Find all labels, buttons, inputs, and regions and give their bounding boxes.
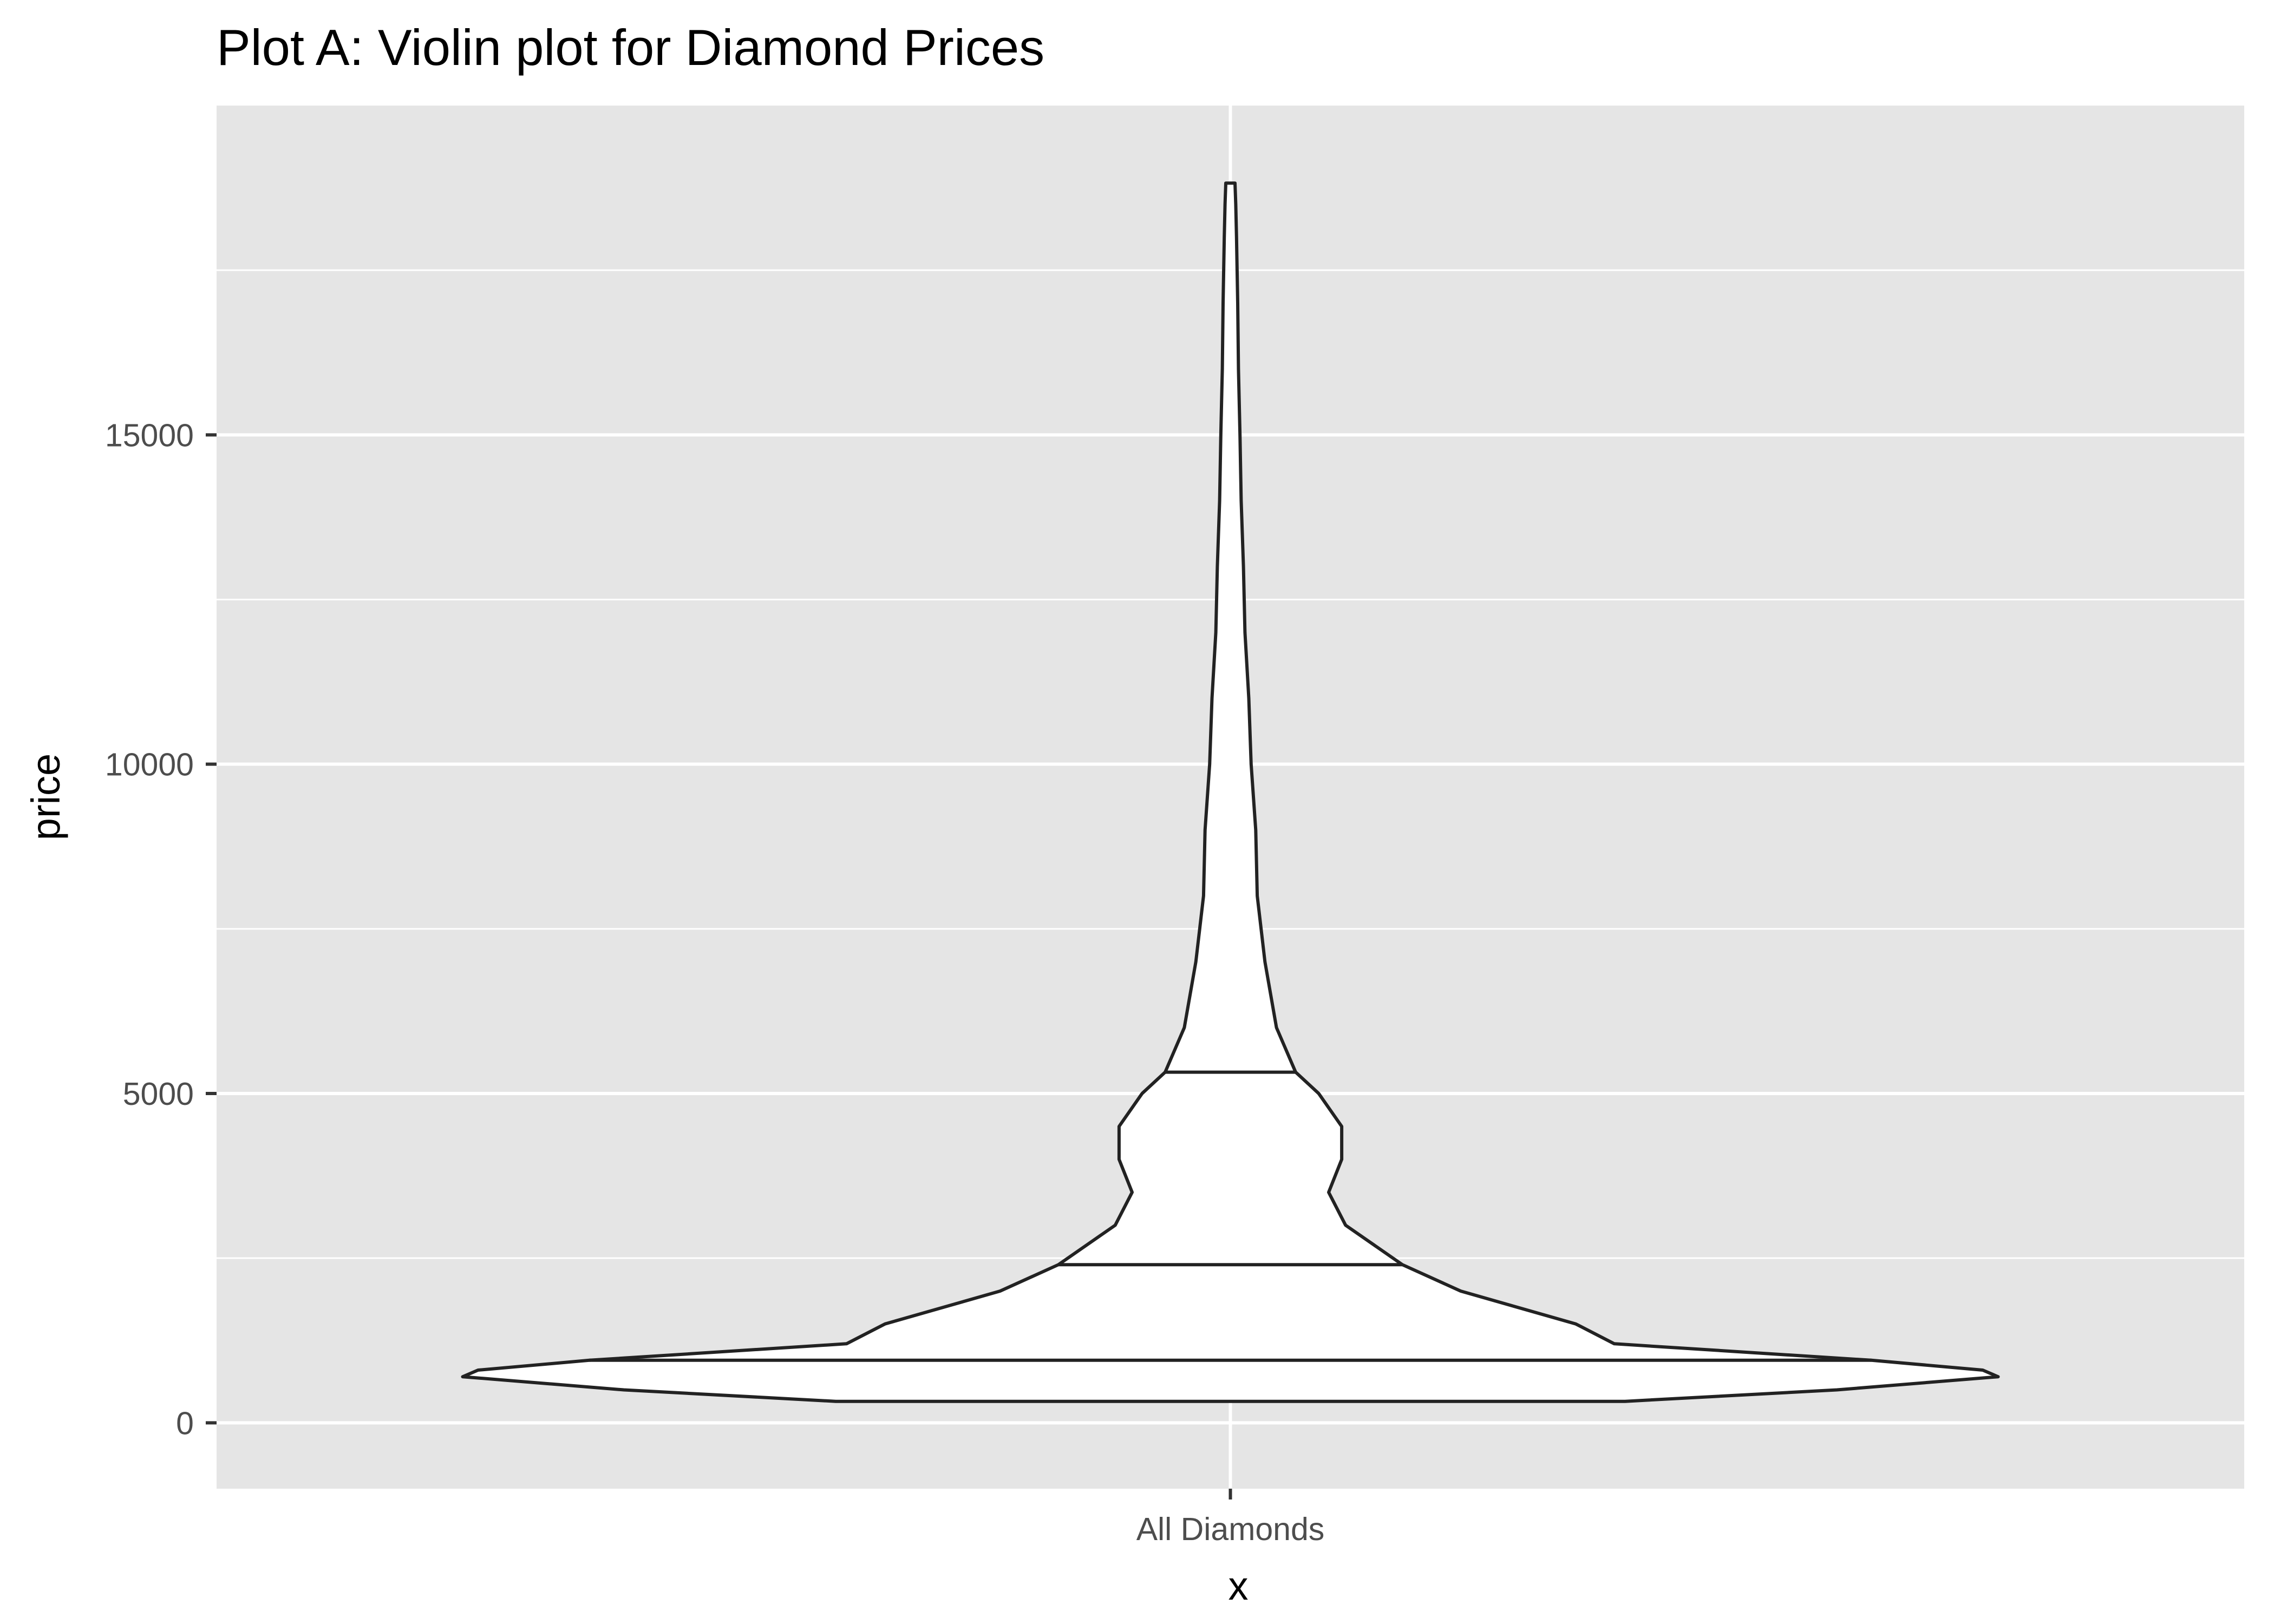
y-axis: 0 5000 10000 15000 [105,417,217,1441]
violin-body [461,181,2000,1403]
y-tick-label: 0 [176,1405,194,1441]
x-tick-label: All Diamonds [1136,1511,1325,1547]
y-axis-title: price [23,754,68,840]
x-axis-title: x [1229,1563,1249,1608]
quantile-lines [589,1070,1872,1362]
y-tick-label: 15000 [105,417,194,453]
chart-title: Plot A: Violin plot for Diamond Prices [217,19,1044,76]
x-axis: All Diamonds [1136,1489,1325,1547]
y-tick-label: 10000 [105,747,194,783]
y-tick-label: 5000 [123,1076,194,1112]
